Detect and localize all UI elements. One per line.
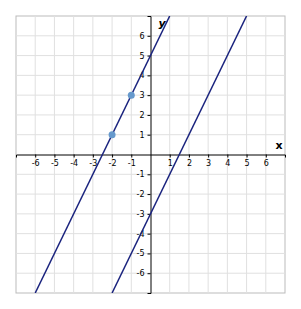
y-tick-mark <box>148 194 151 195</box>
y-tick-label: 1 <box>139 131 144 140</box>
x-tick-label: 5 <box>245 159 250 168</box>
y-tick-mark <box>148 273 151 274</box>
point <box>128 92 135 99</box>
y-tick-mark <box>148 75 151 76</box>
y-tick-mark <box>148 115 151 116</box>
x-tick: -2 <box>109 155 117 169</box>
x-tick-label: 2 <box>187 159 192 168</box>
x-tick-label: 4 <box>225 159 230 168</box>
x-tick-label: 3 <box>206 159 211 168</box>
y-tick-mark <box>148 174 151 175</box>
y-tick-label: -5 <box>137 249 145 258</box>
point <box>109 131 116 138</box>
y-tick-label: 3 <box>139 91 144 100</box>
x-axis-label: x <box>275 139 282 152</box>
x-tick: 2 <box>187 155 192 169</box>
y-tick: 6 <box>139 32 150 41</box>
x-tick-label: -1 <box>128 159 136 168</box>
plot: -6-5-4-3-2-1123456-6-5-4-3-2-1123456xy <box>16 16 286 294</box>
x-tick-label: 6 <box>264 159 269 168</box>
y-tick: 2 <box>139 111 150 120</box>
x-tick-mark <box>227 155 228 158</box>
y-axis-label: y <box>159 17 167 30</box>
y-tick-label: -2 <box>137 190 145 199</box>
plot-frame <box>16 16 285 293</box>
x-tick-label: -6 <box>32 159 40 168</box>
y-tick: -1 <box>137 170 151 179</box>
y-tick-label: -1 <box>137 170 145 179</box>
x-tick-label: -4 <box>70 159 78 168</box>
y-tick: 1 <box>139 131 150 140</box>
x-tick-mark <box>170 155 171 158</box>
y-tick: 3 <box>139 91 150 100</box>
x-tick-label: -2 <box>109 159 117 168</box>
y-tick: -5 <box>137 249 151 258</box>
x-tick: 6 <box>264 155 269 169</box>
grid <box>16 16 285 293</box>
y-tick-mark <box>148 95 151 96</box>
x-tick: -1 <box>128 155 136 169</box>
x-tick-mark <box>112 155 113 158</box>
x-tick-mark <box>247 155 248 158</box>
x-tick: 3 <box>206 155 211 169</box>
y-tick-label: -3 <box>137 210 145 219</box>
x-tick-mark <box>266 155 267 158</box>
x-tick-mark <box>74 155 75 158</box>
y-tick-label: 2 <box>139 111 144 120</box>
x-tick-mark <box>35 155 36 158</box>
x-tick-mark <box>208 155 209 158</box>
y-tick-mark <box>148 36 151 37</box>
x-tick: -5 <box>51 155 59 169</box>
x-tick-mark <box>189 155 190 158</box>
x-tick-label: 1 <box>168 159 173 168</box>
line <box>112 16 247 293</box>
x-tick: -6 <box>32 155 40 169</box>
x-tick: -4 <box>70 155 78 169</box>
x-tick-mark <box>93 155 94 158</box>
y-tick: -2 <box>137 190 151 199</box>
y-tick-label: -6 <box>137 269 145 278</box>
x-tick: 1 <box>168 155 173 169</box>
y-tick-label: 5 <box>139 52 144 61</box>
y-tick: -6 <box>137 269 151 278</box>
x-tick-label: -5 <box>51 159 59 168</box>
marks <box>35 16 246 293</box>
x-tick: 5 <box>245 155 250 169</box>
line <box>35 16 170 293</box>
x-tick: 4 <box>225 155 230 169</box>
y-tick-mark <box>148 135 151 136</box>
y-tick-label: 6 <box>139 32 144 41</box>
x-tick-mark <box>54 155 55 158</box>
x-tick-mark <box>131 155 132 158</box>
chart: -6-5-4-3-2-1123456-6-5-4-3-2-1123456xy <box>0 0 301 309</box>
y-tick-mark <box>148 253 151 254</box>
y-tick-mark <box>148 234 151 235</box>
